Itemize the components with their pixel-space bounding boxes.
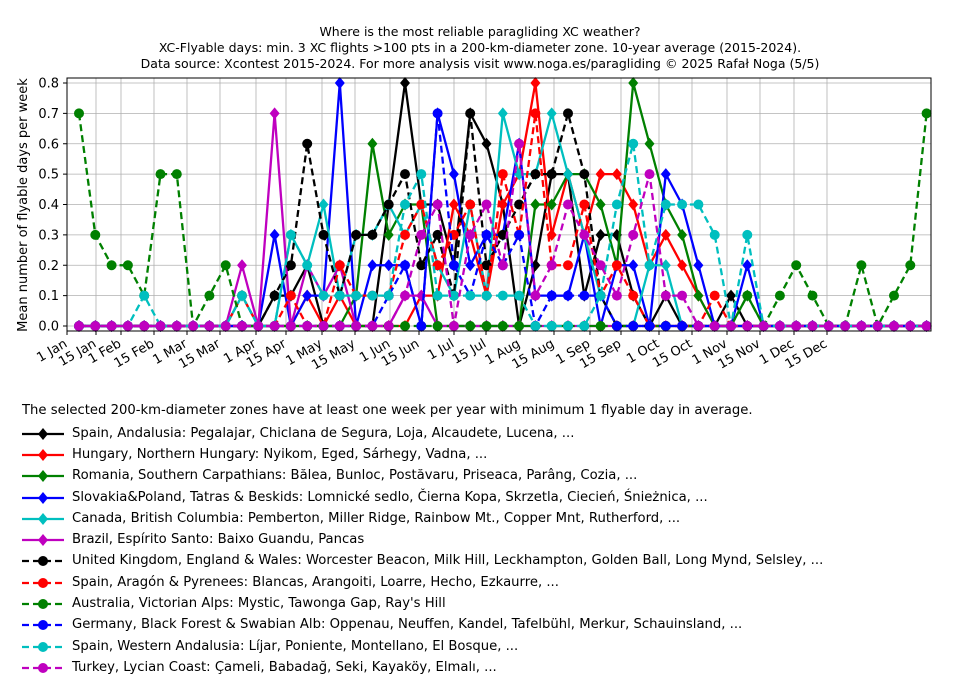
legend-label: Brazil, Espírito Santo: Baixo Guandu, Pa…: [72, 532, 365, 548]
title-line-3: Data source: Xcontest 2015-2024. For mor…: [140, 56, 820, 71]
legend-item: Canada, British Columbia: Pemberton, Mil…: [22, 508, 823, 529]
legend-item: Hungary, Northern Hungary: Nyikom, Eged,…: [22, 444, 823, 465]
diamond-line-marker-icon: [22, 491, 64, 504]
legend-item: Slovakia&Poland, Tatras & Beskids: Lomni…: [22, 487, 823, 508]
legend-item: Spain, Andalusia: Pegalajar, Chiclana de…: [22, 423, 823, 444]
diamond-line-marker-icon: [22, 534, 64, 547]
circle-dashed-line-marker-icon: [22, 620, 64, 631]
diamond-line-marker-icon: [22, 448, 64, 461]
y-tick-label: 0.8: [38, 77, 59, 92]
diamond-line-marker-icon: [22, 512, 64, 525]
title-line-1: Where is the most reliable paragliding X…: [319, 24, 641, 39]
legend-header: The selected 200-km-diameter zones have …: [22, 403, 753, 418]
y-tick-label: 0.7: [38, 107, 59, 122]
circle-dashed-line-marker-icon: [22, 641, 64, 652]
legend-items: Spain, Andalusia: Pegalajar, Chiclana de…: [22, 423, 823, 679]
y-tick-label: 0.2: [38, 259, 59, 274]
legend-label: Spain, Andalusia: Pegalajar, Chiclana de…: [72, 425, 575, 441]
circle-dashed-line-marker-icon: [22, 662, 64, 673]
y-tick-label: 0.1: [38, 289, 59, 304]
legend-label: Spain, Western Andalusia: Líjar, Ponient…: [72, 638, 519, 654]
y-axis-label: Mean number of flyable days per week: [16, 78, 31, 332]
legend-label: Slovakia&Poland, Tatras & Beskids: Lomni…: [72, 489, 708, 505]
legend-label: Spain, Aragón & Pyrenees: Blancas, Arang…: [72, 574, 559, 590]
legend-label: Hungary, Northern Hungary: Nyikom, Eged,…: [72, 446, 488, 462]
legend: The selected 200-km-diameter zones have …: [22, 402, 823, 679]
diamond-line-marker-icon: [22, 427, 64, 440]
x-tick-label: 15 Jul: [450, 336, 489, 367]
y-tick-label: 0.4: [38, 198, 59, 213]
series-11: [74, 138, 932, 331]
y-tick-label: 0.6: [38, 137, 59, 152]
legend-item: Germany, Black Forest & Swabian Alb: Opp…: [22, 615, 823, 636]
y-tick-label: 0.5: [38, 168, 59, 183]
diamond-line-marker-icon: [22, 470, 64, 483]
title-line-2: XC-Flyable days: min. 3 XC flights >100 …: [158, 40, 802, 55]
legend-item: Brazil, Espírito Santo: Baixo Guandu, Pa…: [22, 529, 823, 550]
legend-label: Canada, British Columbia: Pemberton, Mil…: [72, 510, 681, 526]
y-tick-label: 0.0: [38, 320, 59, 335]
legend-item: Turkey, Lycian Coast: Çameli, Babadağ, S…: [22, 657, 823, 678]
circle-dashed-line-marker-icon: [22, 556, 64, 567]
legend-item: Romania, Southern Carpathians: Bălea, Bu…: [22, 466, 823, 487]
chart-title: Where is the most reliable paragliding X…: [0, 24, 960, 72]
legend-item: Spain, Western Andalusia: Líjar, Ponient…: [22, 636, 823, 657]
circle-dashed-line-marker-icon: [22, 599, 64, 610]
legend-label: Australia, Victorian Alps: Mystic, Tawon…: [72, 596, 446, 612]
legend-item: Australia, Victorian Alps: Mystic, Tawon…: [22, 593, 823, 614]
legend-label: Germany, Black Forest & Swabian Alb: Opp…: [72, 617, 743, 633]
circle-dashed-line-marker-icon: [22, 577, 64, 588]
legend-item: Spain, Aragón & Pyrenees: Blancas, Arang…: [22, 572, 823, 593]
legend-label: Romania, Southern Carpathians: Bălea, Bu…: [72, 468, 638, 484]
legend-item: United Kingdom, England & Wales: Worcest…: [22, 551, 823, 572]
legend-label: Turkey, Lycian Coast: Çameli, Babadağ, S…: [72, 659, 497, 675]
y-tick-label: 0.3: [38, 228, 59, 243]
y-axis-ticks: 0.0 0.1 0.2 0.3 0.4 0.5 0.6 0.7 0.8: [38, 77, 67, 335]
legend-label: United Kingdom, England & Wales: Worcest…: [72, 553, 824, 569]
series-lines: [74, 77, 932, 332]
